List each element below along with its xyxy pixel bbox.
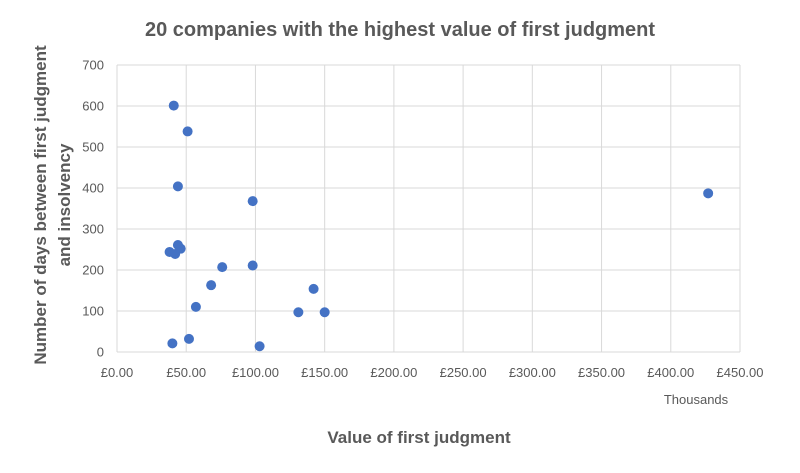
y-axis-ticks: 0 100 200 300 400 500 600 700 bbox=[82, 58, 104, 360]
x-tick-label: £100.00 bbox=[232, 365, 279, 380]
data-point bbox=[217, 262, 228, 273]
y-axis-title-line-2: and insolvency bbox=[55, 143, 74, 266]
x-tick-label: £350.00 bbox=[578, 365, 625, 380]
x-tick-label: £250.00 bbox=[440, 365, 487, 380]
data-point bbox=[319, 307, 330, 318]
x-tick-label: £200.00 bbox=[370, 365, 417, 380]
data-point bbox=[170, 249, 181, 260]
data-point bbox=[168, 100, 179, 111]
y-tick-label: 600 bbox=[82, 99, 104, 114]
data-point bbox=[183, 333, 194, 344]
x-axis-title: Value of first judgment bbox=[327, 428, 511, 447]
data-points bbox=[164, 100, 714, 352]
data-point bbox=[167, 338, 178, 349]
x-axis-ticks: £0.00 £50.00 £100.00 £150.00 £200.00 £250.00 £… bbox=[101, 365, 764, 380]
x-tick-label: £300.00 bbox=[509, 365, 556, 380]
data-point bbox=[254, 341, 265, 352]
chart-title: 20 companies with the highest value of f… bbox=[145, 19, 655, 41]
x-tick-label: £400.00 bbox=[647, 365, 694, 380]
data-point bbox=[182, 126, 193, 137]
y-tick-label: 500 bbox=[82, 140, 104, 155]
y-axis-title-group: Number of days between first judgment an… bbox=[31, 45, 74, 365]
data-point bbox=[247, 196, 258, 207]
x-tick-label: £150.00 bbox=[301, 365, 348, 380]
data-point bbox=[293, 307, 304, 318]
data-point bbox=[172, 181, 183, 192]
data-point bbox=[247, 260, 258, 271]
x-axis-unit-label: Thousands bbox=[664, 392, 729, 407]
y-tick-label: 700 bbox=[82, 58, 104, 73]
y-tick-label: 400 bbox=[82, 181, 104, 196]
data-point bbox=[308, 283, 319, 294]
data-point bbox=[703, 188, 714, 199]
y-tick-label: 0 bbox=[97, 345, 104, 360]
y-axis-title-line-1: Number of days between first judgment bbox=[31, 45, 50, 365]
data-point bbox=[206, 280, 217, 291]
x-tick-label: £0.00 bbox=[101, 365, 134, 380]
x-tick-label: £450.00 bbox=[717, 365, 764, 380]
y-tick-label: 300 bbox=[82, 222, 104, 237]
y-tick-label: 200 bbox=[82, 263, 104, 278]
y-tick-label: 100 bbox=[82, 304, 104, 319]
gridlines bbox=[116, 64, 741, 353]
data-point bbox=[190, 301, 201, 312]
x-tick-label: £50.00 bbox=[166, 365, 206, 380]
